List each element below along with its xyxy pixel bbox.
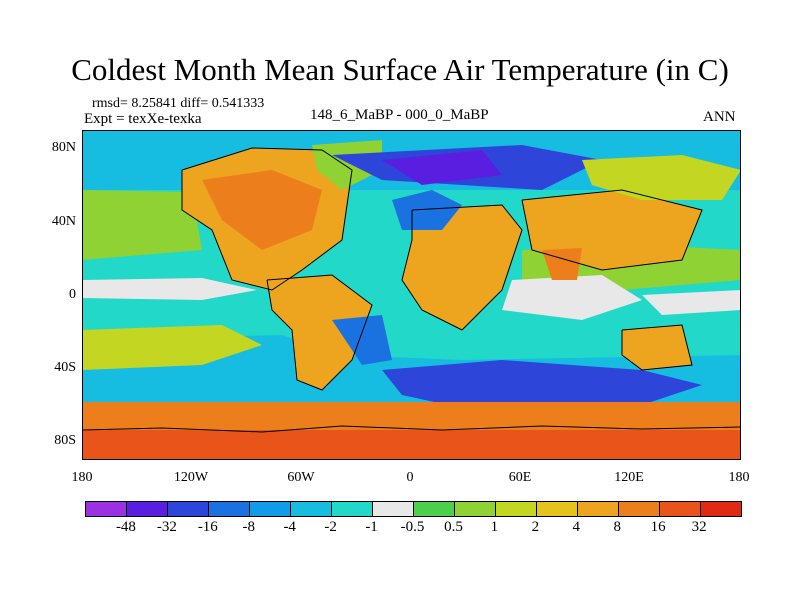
equatorial-grey-east — [642, 290, 741, 315]
south-america — [267, 275, 372, 390]
colorbar-swatch — [414, 502, 455, 516]
y-tick-label: 40S — [54, 360, 76, 375]
europe-atlantic-blue — [392, 190, 462, 230]
australia — [622, 325, 692, 370]
season-label: ANN — [703, 109, 736, 125]
colorbar-label: 0.5 — [444, 519, 463, 535]
equatorial-grey-west — [82, 278, 257, 300]
expt-label: Expt = texXe-texka — [84, 111, 202, 127]
colorbar-swatch — [332, 502, 373, 516]
colorbar-label: 8 — [613, 519, 621, 535]
coastline-south-america — [266, 274, 373, 391]
colorbar-swatch — [578, 502, 619, 516]
coastline-africa — [401, 204, 523, 331]
x-tick-label: 180 — [71, 470, 93, 485]
colorbar-label: -2 — [324, 519, 337, 535]
colorbar-label: 2 — [531, 519, 540, 535]
colorbar-swatch — [537, 502, 578, 516]
south-polar-inner — [82, 430, 741, 460]
comparison-label: 148_6_MaBP - 000_0_MaBP — [310, 107, 489, 123]
colorbar-swatch — [86, 502, 127, 516]
africa — [402, 205, 522, 330]
south-pacific-yellow — [82, 325, 262, 370]
y-tick-label: 0 — [69, 287, 76, 302]
coastline-antarctica — [82, 425, 741, 433]
stats-text: rmsd= 8.25841 diff= 0.541333 — [92, 96, 265, 111]
x-tick-label: 120W — [173, 470, 209, 485]
coastline-australia — [621, 324, 693, 371]
equatorial-grey-indian — [502, 275, 642, 320]
south-atlantic-blue — [332, 315, 392, 365]
north-america-core — [202, 170, 322, 250]
colorbar-label: -32 — [156, 519, 177, 535]
eurasia-coldest — [382, 150, 502, 185]
x-tick-label: 60E — [508, 470, 532, 485]
colorbar-swatch — [619, 502, 660, 516]
colorbar-swatch — [660, 502, 701, 516]
colorbar-swatch — [168, 502, 209, 516]
colorbar-swatch — [496, 502, 537, 516]
map-title: Coldest Month Mean Surface Air Temperatu… — [71, 52, 729, 87]
colorbar-swatch — [291, 502, 332, 516]
greenland — [312, 140, 382, 190]
temperature-map — [82, 130, 741, 460]
colorbar-label: -4 — [283, 519, 296, 535]
y-tick-label: 80S — [54, 433, 76, 448]
colorbar — [85, 501, 742, 517]
colorbar-swatch — [701, 502, 741, 516]
x-tick-label: 0 — [406, 470, 414, 485]
x-tick-label: 60W — [287, 470, 315, 485]
colorbar-swatch — [127, 502, 168, 516]
colorbar-label: -8 — [242, 519, 256, 535]
n-pacific-west-band — [82, 190, 202, 260]
colorbar-swatch — [250, 502, 291, 516]
coastline-north-america — [181, 147, 353, 291]
south-ocean-darkblue — [382, 360, 702, 408]
colorbar-swatch — [455, 502, 496, 516]
x-tick-label: 120E — [614, 470, 644, 485]
map-canvas — [82, 130, 741, 460]
coastline-asia — [521, 189, 703, 271]
colorbar-swatch — [209, 502, 250, 516]
y-tick-label: 80N — [51, 140, 76, 155]
x-tick-label: 180 — [728, 470, 750, 485]
colorbar-label: -16 — [197, 519, 218, 535]
y-tick-label: 40N — [51, 214, 76, 229]
colorbar-label: 1 — [490, 519, 499, 535]
colorbar-label: -1 — [365, 519, 378, 535]
colorbar-label: 4 — [572, 519, 581, 535]
colorbar-label: 32 — [691, 519, 707, 535]
colorbar-label: -0.5 — [400, 519, 425, 535]
map-frame — [82, 130, 741, 460]
colorbar-label: -48 — [115, 519, 136, 535]
colorbar-swatch — [373, 502, 414, 516]
colorbar-label: 16 — [650, 519, 666, 535]
north-asia — [582, 155, 741, 200]
